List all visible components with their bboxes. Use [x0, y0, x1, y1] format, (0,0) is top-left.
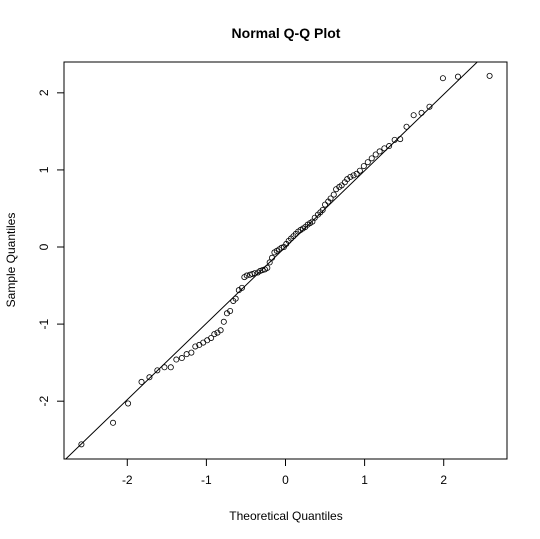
- data-point: [418, 109, 425, 116]
- data-point: [188, 349, 195, 356]
- data-point: [311, 214, 318, 221]
- y-tick-label: -1: [37, 318, 51, 329]
- data-point: [381, 145, 388, 152]
- data-point: [397, 136, 404, 143]
- data-point: [110, 419, 117, 426]
- data-points: [78, 72, 493, 448]
- data-point: [319, 207, 326, 214]
- data-point: [264, 264, 271, 271]
- data-point: [208, 334, 215, 341]
- plot-frame: [63, 61, 508, 460]
- data-point: [486, 72, 493, 79]
- data-point: [327, 195, 334, 202]
- x-tick-label: -1: [201, 473, 212, 487]
- x-tick-label: -2: [122, 473, 133, 487]
- chart-title: Normal Q-Q Plot: [232, 25, 341, 41]
- data-point: [227, 307, 234, 314]
- data-point: [368, 155, 375, 162]
- data-point: [232, 295, 239, 302]
- data-point: [167, 364, 174, 371]
- data-point: [353, 170, 360, 177]
- data-point: [173, 356, 180, 363]
- data-point: [217, 327, 224, 334]
- x-tick-label: 0: [282, 473, 289, 487]
- data-point: [364, 159, 371, 166]
- data-point: [154, 367, 161, 374]
- data-point: [243, 272, 250, 279]
- data-point: [454, 73, 461, 80]
- y-tick-label: -2: [37, 396, 51, 407]
- data-point: [360, 163, 367, 170]
- data-point: [410, 112, 417, 119]
- data-point: [350, 172, 357, 179]
- data-point: [125, 400, 132, 407]
- data-point: [178, 355, 185, 362]
- data-point: [161, 364, 168, 371]
- data-point: [356, 167, 363, 174]
- data-point: [372, 151, 379, 158]
- y-tick-label: 0: [37, 243, 51, 250]
- data-point: [338, 182, 345, 189]
- data-point: [426, 103, 433, 110]
- reference-line: [65, 62, 478, 459]
- data-point: [192, 343, 199, 350]
- data-point: [376, 148, 383, 155]
- data-point: [211, 331, 218, 338]
- data-point: [386, 143, 393, 150]
- data-point: [330, 191, 337, 198]
- data-point: [220, 318, 227, 325]
- y-axis-label: Sample Quantiles: [4, 213, 18, 308]
- y-axis: -2 -1 0 1 2: [37, 89, 65, 407]
- data-point: [146, 374, 153, 381]
- data-point: [322, 201, 329, 208]
- data-point: [266, 259, 273, 266]
- x-axis-label: Theoretical Quantiles: [229, 509, 342, 523]
- data-point: [403, 123, 410, 130]
- data-point: [347, 173, 354, 180]
- data-point: [238, 284, 245, 291]
- reference-line-group: [65, 62, 478, 459]
- data-point: [269, 254, 276, 261]
- data-point: [439, 75, 446, 82]
- data-point: [391, 136, 398, 143]
- x-axis: -2 -1 0 1 2: [122, 458, 447, 487]
- y-tick-label: 2: [37, 89, 51, 96]
- data-point: [78, 441, 85, 448]
- data-point: [200, 339, 207, 346]
- data-point: [251, 270, 258, 277]
- x-tick-label: 2: [440, 473, 447, 487]
- data-point: [138, 378, 145, 385]
- x-tick-label: 1: [361, 473, 368, 487]
- y-tick-label: 1: [37, 166, 51, 173]
- data-point: [204, 337, 211, 344]
